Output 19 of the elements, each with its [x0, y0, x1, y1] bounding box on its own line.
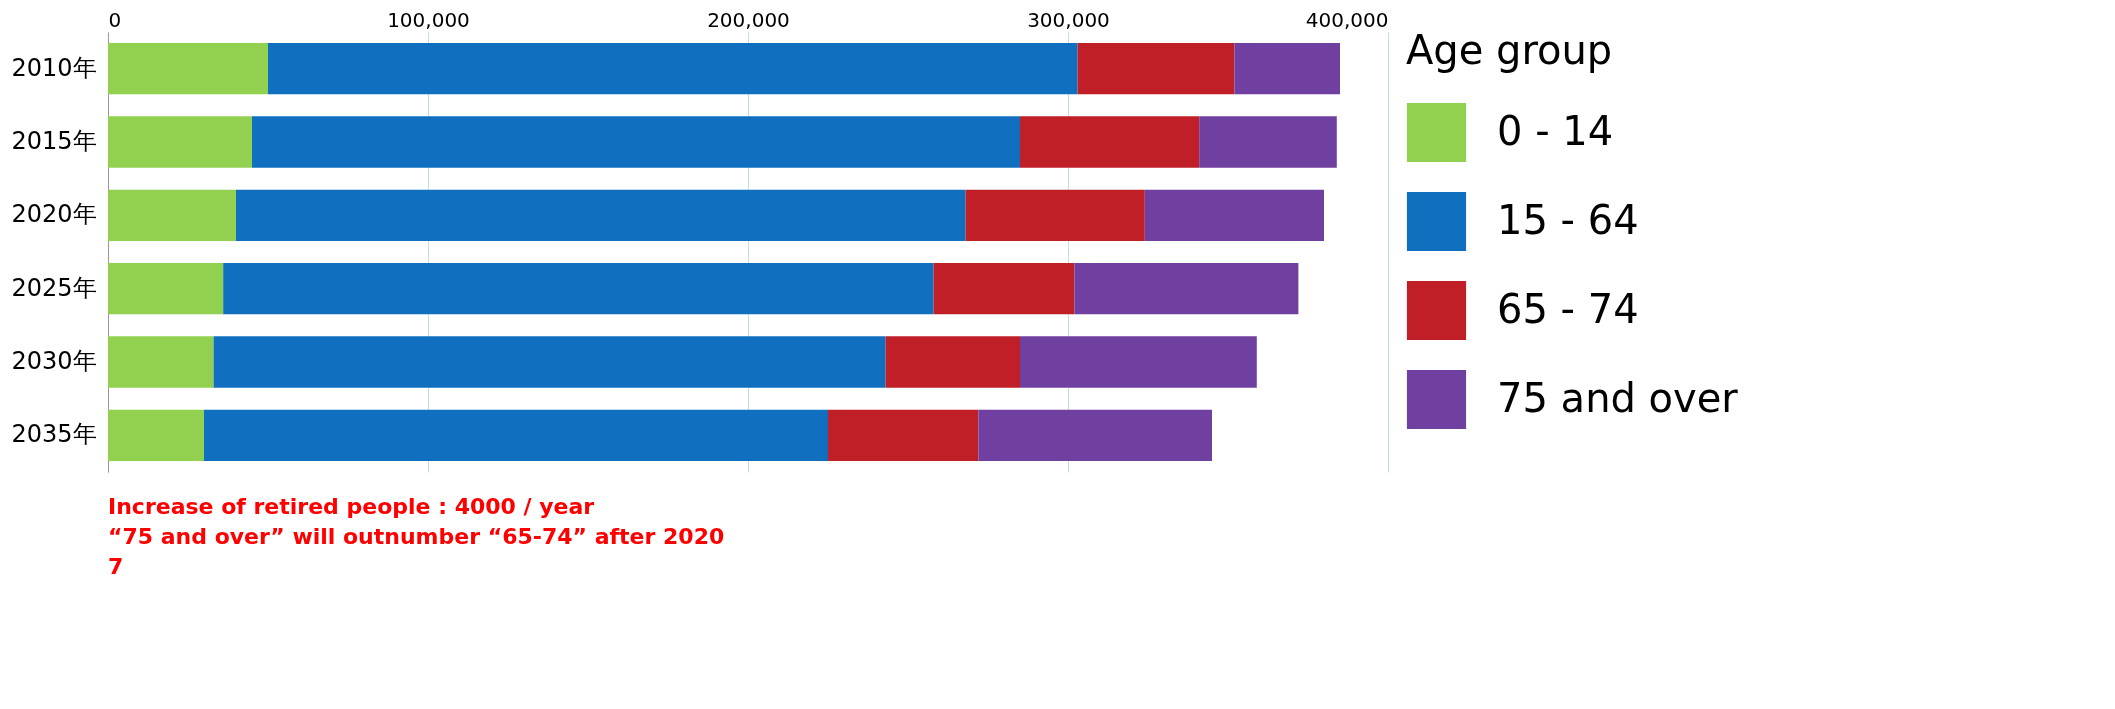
legend-label: 0 - 14 — [1497, 107, 1614, 154]
y-tick-label: 2025年 — [11, 273, 97, 302]
legend-title: Age group — [1406, 27, 1613, 73]
legend-label: 65 - 74 — [1497, 285, 1639, 332]
y-tick-label: 2030年 — [11, 347, 97, 375]
x-tick-label: 400,000 — [1305, 7, 1389, 32]
y-tick-label: 2010年 — [11, 53, 97, 82]
x-tick-label: 300,000 — [1027, 7, 1110, 32]
y-tick-label: 2035年 — [11, 420, 97, 449]
legend-label: 15 - 64 — [1497, 196, 1639, 243]
legend-label: 75 and over — [1497, 374, 1739, 421]
text: Increase of retired people : 4000 / year — [108, 494, 595, 519]
text: 7 — [108, 554, 124, 579]
y-tick-label: 2015年 — [11, 127, 97, 155]
x-tick-label: 100,000 — [387, 7, 470, 32]
x-tick-label: 200,000 — [707, 7, 790, 32]
y-tick-label: 2020年 — [11, 200, 97, 229]
x-tick-label: 0 — [108, 7, 122, 32]
text: “75 and over” will outnumber “65-74” after 2020 — [108, 524, 725, 549]
